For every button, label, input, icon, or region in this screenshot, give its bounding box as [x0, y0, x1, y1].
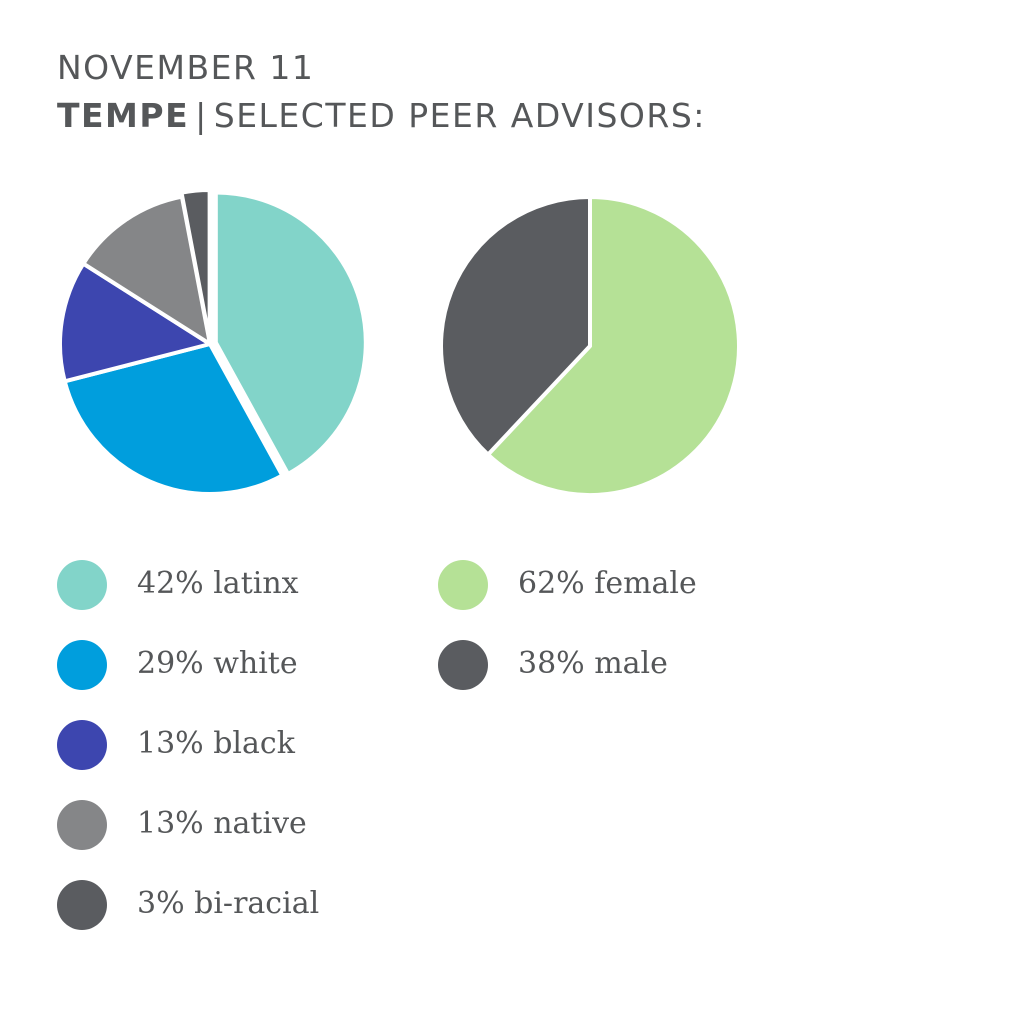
- legend-item: 13% black: [57, 720, 417, 772]
- legend-item: 62% female: [438, 560, 798, 612]
- date-heading: NOVEMBER 11: [57, 48, 315, 87]
- subtitle-label: SELECTED PEER ADVISORS:: [213, 96, 706, 135]
- legend-item: 29% white: [57, 640, 417, 692]
- legend-label: 3% bi-racial: [137, 886, 320, 921]
- legend-label: 13% native: [137, 806, 307, 841]
- chart-title: TEMPE | SELECTED PEER ADVISORS:: [57, 96, 706, 135]
- legend-label: 42% latinx: [137, 566, 299, 601]
- legend-label: 38% male: [518, 646, 668, 681]
- pie-slice-0-black: [58, 261, 212, 384]
- legend-item: 3% bi-racial: [57, 880, 417, 932]
- location-label: TEMPE: [57, 96, 190, 135]
- pie-slice-0-latinx: [213, 190, 368, 476]
- legend-swatch: [57, 720, 107, 770]
- legend-swatch: [57, 560, 107, 610]
- title-separator: |: [195, 96, 208, 135]
- legend-item: 42% latinx: [57, 560, 417, 612]
- legend-swatch: [438, 560, 488, 610]
- ethnicity-pie-chart: [58, 188, 741, 497]
- pie-slice-0-native: [81, 194, 212, 346]
- legend-item: 13% native: [57, 800, 417, 852]
- pie-slice-1-female: [486, 195, 741, 497]
- legend-swatch: [57, 640, 107, 690]
- legend-swatch: [57, 880, 107, 930]
- legend-swatch: [57, 800, 107, 850]
- legend-label: 62% female: [518, 566, 697, 601]
- pie-slice-0-bi-racial: [179, 188, 212, 343]
- legend-item: 38% male: [438, 640, 798, 692]
- legend-label: 29% white: [137, 646, 298, 681]
- pie-slice-0-white: [62, 342, 285, 496]
- legend-swatch: [438, 640, 488, 690]
- pie-slice-1-male: [439, 195, 592, 457]
- legend-label: 13% black: [137, 726, 295, 761]
